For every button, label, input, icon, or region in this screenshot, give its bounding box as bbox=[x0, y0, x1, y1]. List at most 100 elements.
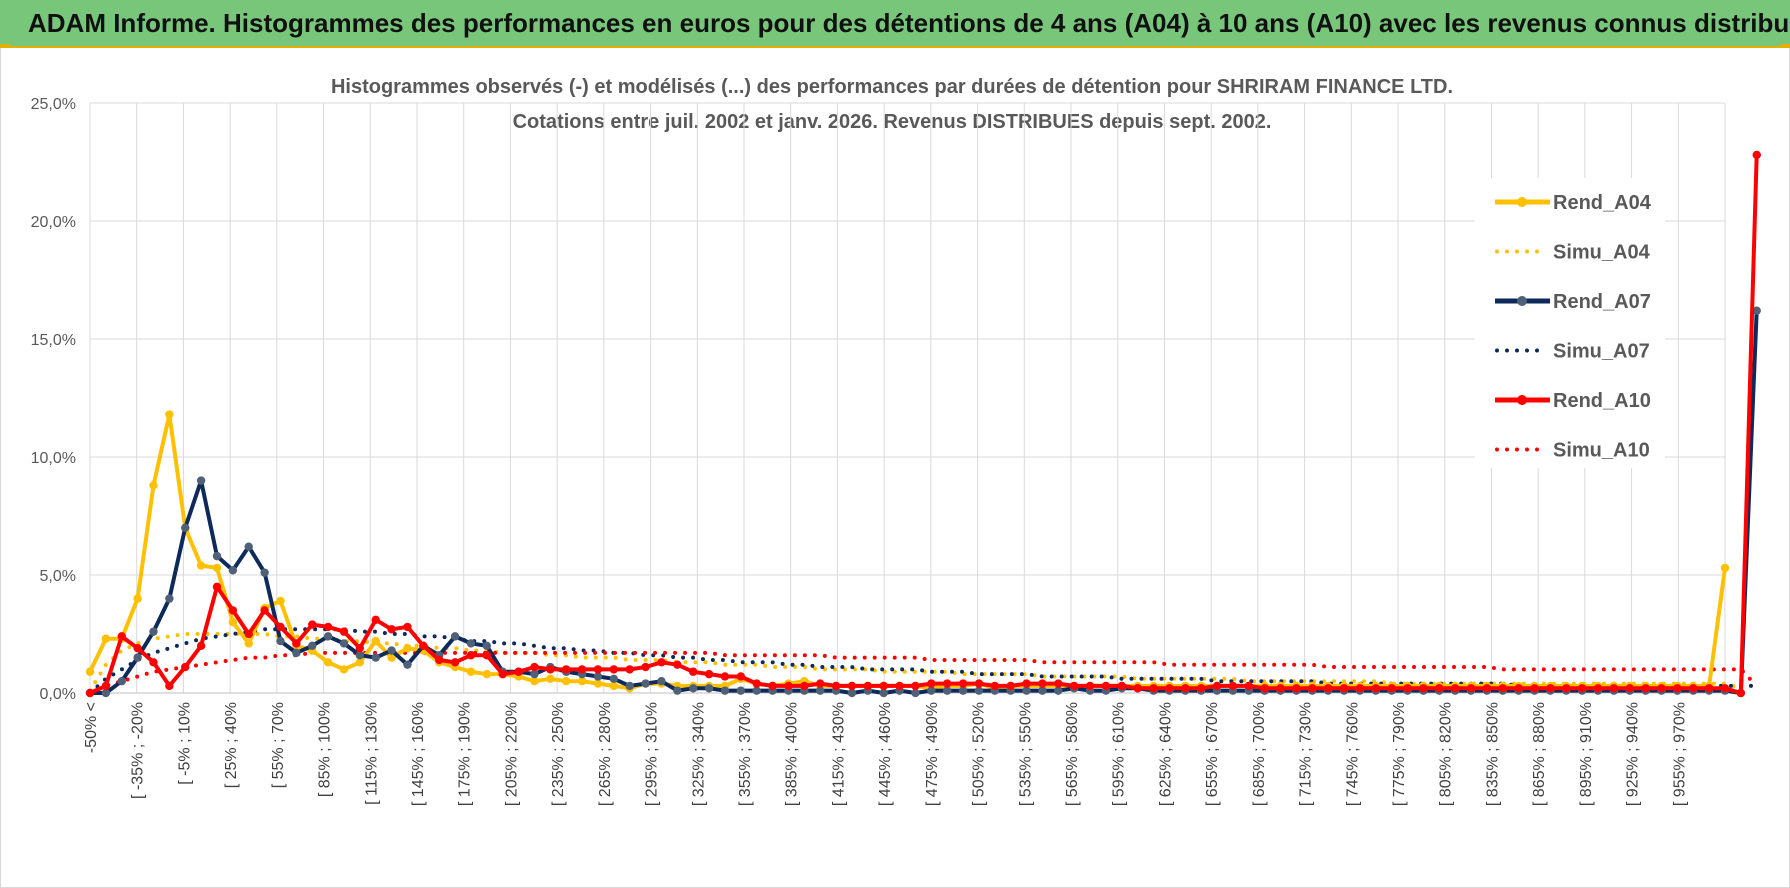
data-point-Rend_A07 bbox=[942, 686, 952, 695]
data-point-Rend_A10 bbox=[450, 658, 460, 667]
data-point-Rend_A10 bbox=[1482, 684, 1492, 693]
data-point-Rend_A10 bbox=[990, 681, 1000, 691]
data-point-Rend_A10 bbox=[1419, 684, 1428, 693]
data-point-Rend_A10 bbox=[514, 667, 523, 676]
data-point-Rend_A07 bbox=[1752, 306, 1761, 315]
data-point-Rend_A10 bbox=[1371, 684, 1380, 693]
data-point-Rend_A07 bbox=[228, 566, 238, 575]
data-point-Rend_A04 bbox=[562, 677, 571, 686]
data-point-Rend_A07 bbox=[530, 669, 539, 679]
data-point-Rend_A10 bbox=[1498, 684, 1507, 693]
data-point-Rend_A10 bbox=[1387, 684, 1396, 693]
data-point-Rend_A10 bbox=[673, 660, 682, 669]
data-point-Rend_A10 bbox=[1308, 684, 1317, 693]
data-point-Rend_A07 bbox=[752, 686, 761, 695]
data-point-Rend_A10 bbox=[165, 681, 174, 691]
x-tick-label: [ 685% ; 700% bbox=[1251, 702, 1268, 806]
data-point-Rend_A10 bbox=[1752, 150, 1761, 160]
data-point-Rend_A07 bbox=[625, 681, 634, 691]
data-point-Rend_A07 bbox=[1022, 686, 1031, 695]
data-point-Rend_A07 bbox=[339, 639, 349, 648]
legend-label-Simu_A07: Simu_A07 bbox=[1553, 341, 1650, 363]
data-point-Rend_A10 bbox=[466, 651, 476, 660]
chart-title-line2: Cotations entre juil. 2002 et janv. 2026… bbox=[513, 111, 1272, 133]
data-point-Rend_A04 bbox=[577, 677, 587, 686]
data-point-Rend_A10 bbox=[181, 662, 190, 672]
data-point-Rend_A07 bbox=[720, 686, 730, 695]
data-point-Rend_A10 bbox=[1403, 684, 1412, 693]
data-point-Rend_A10 bbox=[1244, 681, 1253, 691]
x-tick-label: [ 775% ; 790% bbox=[1391, 702, 1408, 806]
data-point-Rend_A10 bbox=[355, 643, 365, 653]
legend-label-Rend_A04: Rend_A04 bbox=[1553, 192, 1652, 214]
data-point-Rend_A10 bbox=[768, 681, 777, 691]
data-point-Rend_A10 bbox=[704, 669, 714, 679]
legend: Rend_A04 Simu_A04 Rend_A07 Simu_A07 Rend_A10… bbox=[1475, 178, 1665, 468]
data-point-Rend_A04 bbox=[85, 667, 95, 676]
data-point-Rend_A10 bbox=[244, 629, 253, 639]
data-point-Rend_A10 bbox=[1562, 684, 1571, 693]
series-line-Simu_A07 bbox=[88, 627, 1759, 695]
data-point-Rend_A10 bbox=[1228, 681, 1238, 691]
data-point-Rend_A10 bbox=[911, 681, 920, 691]
data-point-Rend_A04 bbox=[323, 658, 333, 667]
data-point-Rend_A07 bbox=[673, 686, 682, 695]
x-tick-label: [ 865% ; 880% bbox=[1531, 702, 1548, 806]
data-point-Rend_A10 bbox=[435, 655, 444, 665]
data-point-Rend_A07 bbox=[657, 677, 666, 686]
data-point-Rend_A10 bbox=[863, 681, 873, 691]
data-point-Rend_A10 bbox=[85, 688, 95, 698]
data-point-Rend_A07 bbox=[911, 688, 920, 698]
x-tick-label: [ 355% ; 370% bbox=[737, 702, 754, 806]
data-point-Rend_A10 bbox=[1323, 684, 1333, 693]
data-point-Rend_A10 bbox=[847, 681, 857, 691]
data-point-Rend_A04 bbox=[1720, 563, 1730, 573]
data-point-Rend_A10 bbox=[292, 639, 301, 648]
data-point-Rend_A10 bbox=[1577, 684, 1587, 693]
data-point-Rend_A10 bbox=[1339, 684, 1349, 693]
x-tick-label: [ 835% ; 850% bbox=[1484, 702, 1501, 806]
data-point-Rend_A04 bbox=[339, 665, 349, 674]
data-point-Rend_A07 bbox=[276, 636, 285, 646]
x-tick-label: [ 55% ; 70% bbox=[270, 702, 287, 788]
data-point-Rend_A07 bbox=[847, 688, 857, 698]
data-point-Rend_A10 bbox=[974, 679, 984, 688]
data-point-Rend_A10 bbox=[1466, 684, 1476, 693]
data-point-Rend_A07 bbox=[1054, 686, 1063, 695]
data-point-Rend_A10 bbox=[720, 672, 730, 681]
x-tick-label: [ 925% ; 940% bbox=[1625, 702, 1642, 806]
data-point-Rend_A04 bbox=[403, 643, 412, 653]
x-tick-label: [ 475% ; 490% bbox=[924, 702, 941, 806]
x-tick-label: [ 535% ; 550% bbox=[1017, 702, 1034, 806]
y-tick-label: 25,0% bbox=[31, 96, 76, 113]
data-point-Rend_A10 bbox=[562, 665, 571, 674]
x-tick-label: [ 655% ; 670% bbox=[1204, 702, 1221, 806]
data-point-Rend_A07 bbox=[450, 632, 460, 641]
x-tick-label: [ 25% ; 40% bbox=[223, 702, 240, 788]
data-point-Rend_A10 bbox=[1181, 684, 1190, 693]
data-point-Rend_A10 bbox=[1022, 679, 1031, 688]
data-point-Rend_A07 bbox=[815, 686, 825, 695]
x-tick-label: [ 325% ; 340% bbox=[690, 702, 707, 806]
data-point-Rend_A07 bbox=[704, 684, 714, 693]
data-point-Rend_A10 bbox=[593, 665, 603, 674]
x-tick-label: [ -35% ; -20% bbox=[130, 702, 147, 799]
data-point-Rend_A07 bbox=[1038, 686, 1047, 695]
data-point-Rend_A10 bbox=[1673, 684, 1682, 693]
data-point-Rend_A07 bbox=[101, 688, 111, 698]
banner-corner-left bbox=[0, 44, 10, 48]
data-point-Rend_A10 bbox=[1625, 684, 1634, 693]
data-point-Rend_A04 bbox=[212, 563, 222, 573]
data-point-Rend_A10 bbox=[1292, 684, 1301, 693]
data-point-Rend_A10 bbox=[133, 643, 142, 653]
data-point-Rend_A04 bbox=[101, 634, 111, 643]
data-point-Rend_A10 bbox=[308, 620, 317, 629]
data-point-Rend_A10 bbox=[1355, 684, 1365, 693]
data-point-Rend_A10 bbox=[815, 679, 825, 688]
data-point-Rend_A10 bbox=[1196, 684, 1206, 693]
x-tick-label: [ 445% ; 460% bbox=[877, 702, 894, 806]
legend-box bbox=[1475, 178, 1665, 468]
data-point-Rend_A10 bbox=[196, 641, 206, 650]
series-line-Rend_A07 bbox=[90, 310, 1759, 695]
x-tick-label: [ 595% ; 610% bbox=[1111, 702, 1128, 806]
